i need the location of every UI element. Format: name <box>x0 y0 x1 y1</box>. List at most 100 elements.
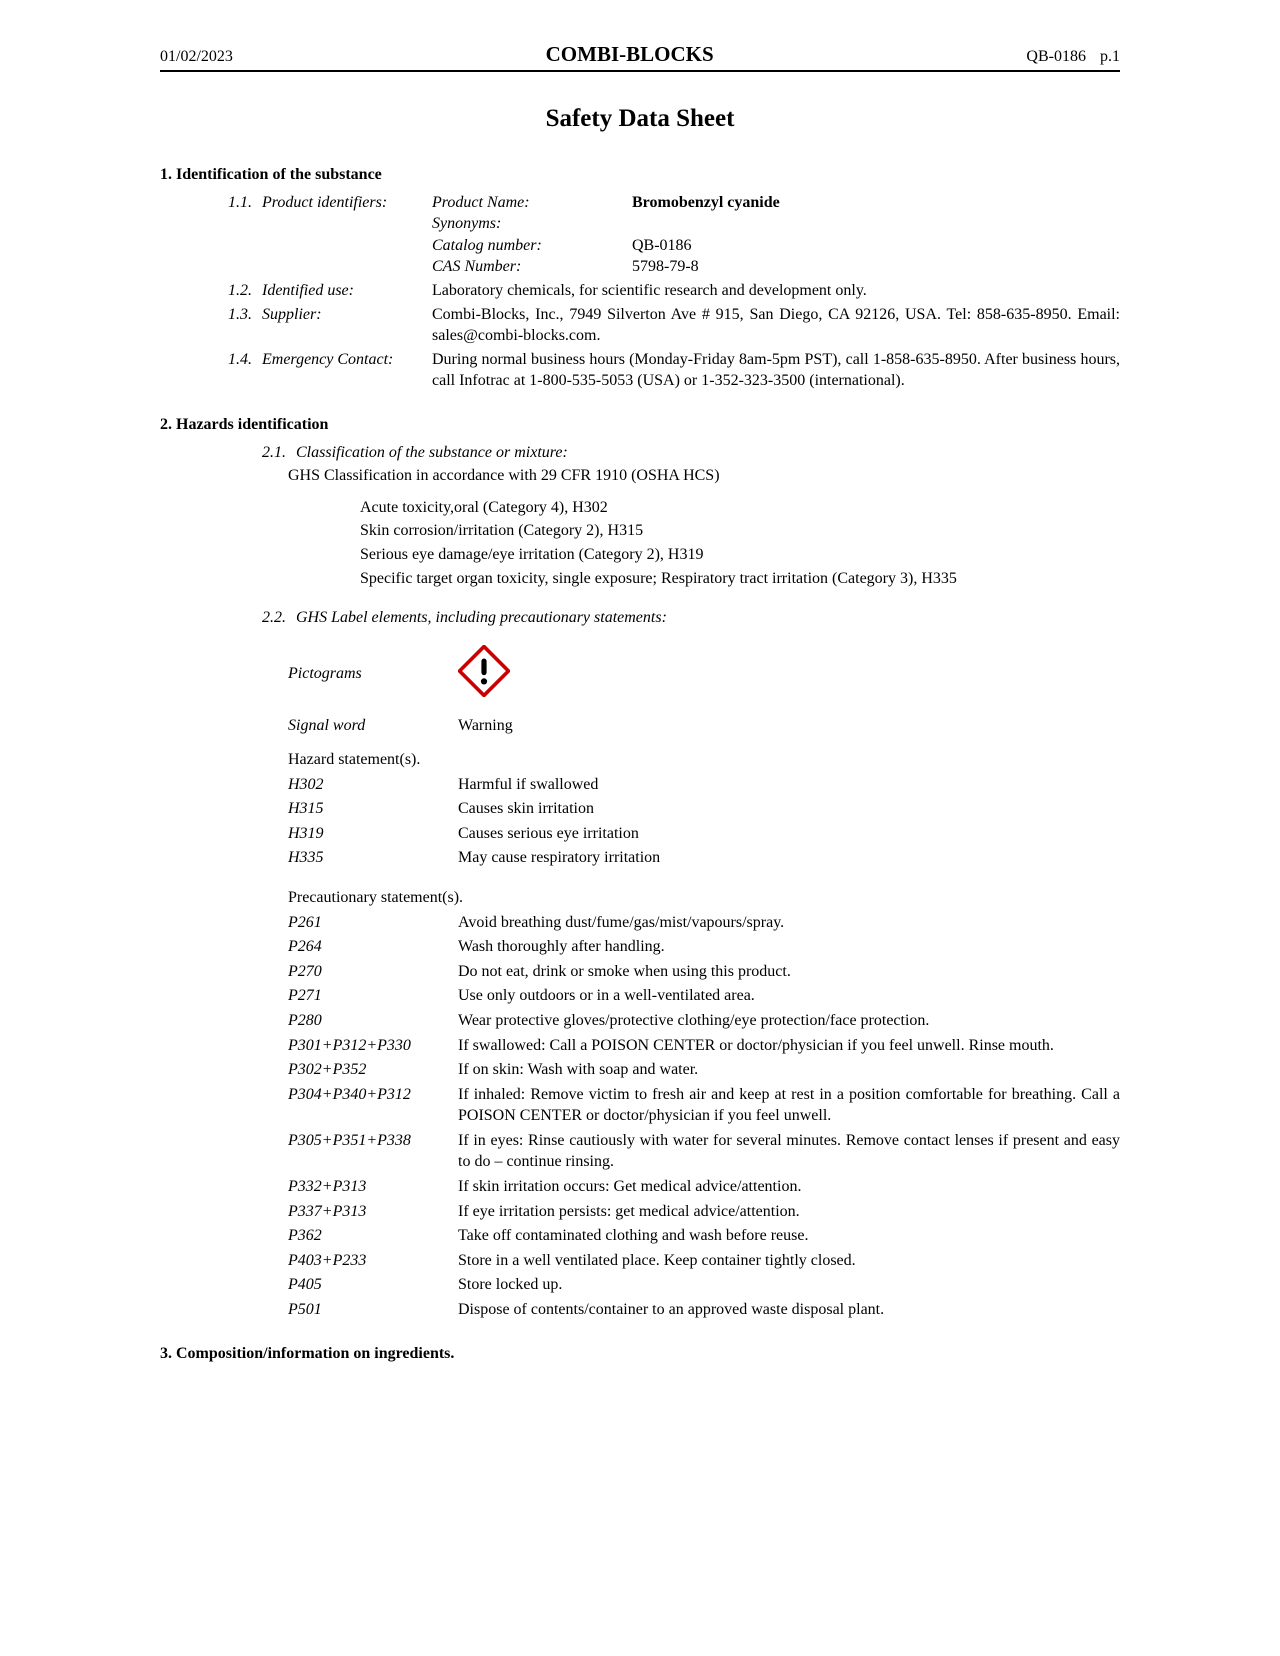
precaution-text: If in eyes: Rinse cautiously with water … <box>458 1130 1120 1173</box>
precaution-text: If inhaled: Remove victim to fresh air a… <box>458 1084 1120 1127</box>
precaution-code: P270 <box>288 961 458 983</box>
classification-title: Classification of the substance or mixtu… <box>296 444 568 461</box>
section-1-1: 1.1. Product identifiers: Product Name: … <box>228 192 1120 278</box>
hazard-text: Causes serious eye irritation <box>458 823 1120 845</box>
hazard-code: H315 <box>288 798 458 820</box>
hazard-row: H335May cause respiratory irritation <box>288 847 1120 869</box>
precaution-text: If swallowed: Call a POISON CENTER or do… <box>458 1035 1120 1057</box>
signal-word-val: Warning <box>458 715 1120 737</box>
precaution-row: P501Dispose of contents/container to an … <box>288 1299 1120 1321</box>
classification-item: Serious eye damage/eye irritation (Categ… <box>360 544 1120 566</box>
hazard-code: H319 <box>288 823 458 845</box>
precaution-text: Wash thoroughly after handling. <box>458 936 1120 958</box>
hazard-text: Causes skin irritation <box>458 798 1120 820</box>
section-1-3: 1.3. Supplier: Combi-Blocks, Inc., 7949 … <box>228 304 1120 347</box>
classification-sub: GHS Classification in accordance with 29… <box>288 465 1120 487</box>
precaution-row: P264Wash thoroughly after handling. <box>288 936 1120 958</box>
precaution-heading: Precautionary statement(s). <box>288 887 463 909</box>
sub-num: 1.1. <box>228 192 262 214</box>
precaution-text: If eye irritation persists: get medical … <box>458 1201 1120 1223</box>
pictograms-label: Pictograms <box>288 663 458 685</box>
classification-item: Acute toxicity,oral (Category 4), H302 <box>360 497 1120 519</box>
cas-val: 5798-79-8 <box>632 256 1120 278</box>
precaution-text: Wear protective gloves/protective clothi… <box>458 1010 1120 1032</box>
precaution-code: P337+P313 <box>288 1201 458 1223</box>
precaution-code: P305+P351+P338 <box>288 1130 458 1152</box>
precaution-code: P304+P340+P312 <box>288 1084 458 1106</box>
precaution-code: P332+P313 <box>288 1176 458 1198</box>
cas-key: CAS Number: <box>432 256 632 278</box>
sub-label: Emergency Contact: <box>262 349 432 371</box>
sub-body: Laboratory chemicals, for scientific res… <box>432 280 1120 302</box>
precaution-row: P302+P352If on skin: Wash with soap and … <box>288 1059 1120 1081</box>
precaution-row: P332+P313If skin irritation occurs: Get … <box>288 1176 1120 1198</box>
classification-item: Specific target organ toxicity, single e… <box>360 568 1120 590</box>
precaution-text: Take off contaminated clothing and wash … <box>458 1225 1120 1247</box>
precaution-code: P501 <box>288 1299 458 1321</box>
synonyms-val <box>632 213 1120 235</box>
sub-num: 2.2. <box>262 607 296 629</box>
section-1-4: 1.4. Emergency Contact: During normal bu… <box>228 349 1120 392</box>
precaution-row: P271Use only outdoors or in a well-venti… <box>288 985 1120 1007</box>
signal-word-label: Signal word <box>288 715 458 737</box>
precaution-code: P261 <box>288 912 458 934</box>
sub-num: 2.1. <box>262 442 296 464</box>
precaution-text: Store locked up. <box>458 1274 1120 1296</box>
product-name-key: Product Name: <box>432 192 632 214</box>
page-title: Safety Data Sheet <box>160 102 1120 136</box>
precaution-row: P301+P312+P330If swallowed: Call a POISO… <box>288 1035 1120 1057</box>
header-code: QB-0186p.1 <box>1026 46 1120 68</box>
hazard-heading: Hazard statement(s). <box>288 749 420 771</box>
sub-body: During normal business hours (Monday-Fri… <box>432 349 1120 392</box>
catalog-val: QB-0186 <box>632 235 1120 257</box>
precaution-row: P305+P351+P338If in eyes: Rinse cautious… <box>288 1130 1120 1173</box>
precaution-text: Dispose of contents/container to an appr… <box>458 1299 1120 1321</box>
synonyms-key: Synonyms: <box>432 213 632 235</box>
precaution-code: P302+P352 <box>288 1059 458 1081</box>
hazard-text: May cause respiratory irritation <box>458 847 1120 869</box>
sub-label: Supplier: <box>262 304 432 326</box>
precaution-row: P403+P233Store in a well ventilated plac… <box>288 1250 1120 1272</box>
hazard-row: H315Causes skin irritation <box>288 798 1120 820</box>
precaution-row: P362Take off contaminated clothing and w… <box>288 1225 1120 1247</box>
precaution-code: P362 <box>288 1225 458 1247</box>
page-header: 01/02/2023 COMBI-BLOCKS QB-0186p.1 <box>160 40 1120 72</box>
precaution-code: P280 <box>288 1010 458 1032</box>
hazard-code: H335 <box>288 847 458 869</box>
precaution-code: P264 <box>288 936 458 958</box>
sub-num: 1.3. <box>228 304 262 326</box>
precaution-row: P261Avoid breathing dust/fume/gas/mist/v… <box>288 912 1120 934</box>
header-company: COMBI-BLOCKS <box>546 40 714 68</box>
section-2-2: 2.2.GHS Label elements, including precau… <box>262 607 1120 629</box>
hazard-row: H302Harmful if swallowed <box>288 774 1120 796</box>
precaution-code: P271 <box>288 985 458 1007</box>
precaution-text: If on skin: Wash with soap and water. <box>458 1059 1120 1081</box>
classification-item: Skin corrosion/irritation (Category 2), … <box>360 520 1120 542</box>
precaution-row: P270Do not eat, drink or smoke when usin… <box>288 961 1120 983</box>
precaution-row: P405Store locked up. <box>288 1274 1120 1296</box>
precaution-text: If skin irritation occurs: Get medical a… <box>458 1176 1120 1198</box>
section-3-heading: 3. Composition/information on ingredient… <box>160 1343 1120 1365</box>
precaution-text: Avoid breathing dust/fume/gas/mist/vapou… <box>458 912 1120 934</box>
section-1-2: 1.2. Identified use: Laboratory chemical… <box>228 280 1120 302</box>
sub-label: Product identifiers: <box>262 192 432 214</box>
ghs-title: GHS Label elements, including precaution… <box>296 609 667 626</box>
precaution-code: P301+P312+P330 <box>288 1035 458 1057</box>
precaution-text: Do not eat, drink or smoke when using th… <box>458 961 1120 983</box>
precaution-text: Store in a well ventilated place. Keep c… <box>458 1250 1120 1272</box>
catalog-key: Catalog number: <box>432 235 632 257</box>
precaution-code: P405 <box>288 1274 458 1296</box>
header-doc-code: QB-0186 <box>1026 48 1086 65</box>
precaution-row: P304+P340+P312If inhaled: Remove victim … <box>288 1084 1120 1127</box>
sub-num: 1.4. <box>228 349 262 371</box>
section-2-1: 2.1.Classification of the substance or m… <box>262 442 1120 487</box>
exclamation-pictogram-icon <box>458 645 510 697</box>
hazard-code: H302 <box>288 774 458 796</box>
sub-num: 1.2. <box>228 280 262 302</box>
precaution-text: Use only outdoors or in a well-ventilate… <box>458 985 1120 1007</box>
product-name-val: Bromobenzyl cyanide <box>632 192 1120 214</box>
sub-body: Combi-Blocks, Inc., 7949 Silverton Ave #… <box>432 304 1120 347</box>
section-1-heading: 1. Identification of the substance <box>160 164 1120 186</box>
precaution-code: P403+P233 <box>288 1250 458 1272</box>
hazard-row: H319Causes serious eye irritation <box>288 823 1120 845</box>
